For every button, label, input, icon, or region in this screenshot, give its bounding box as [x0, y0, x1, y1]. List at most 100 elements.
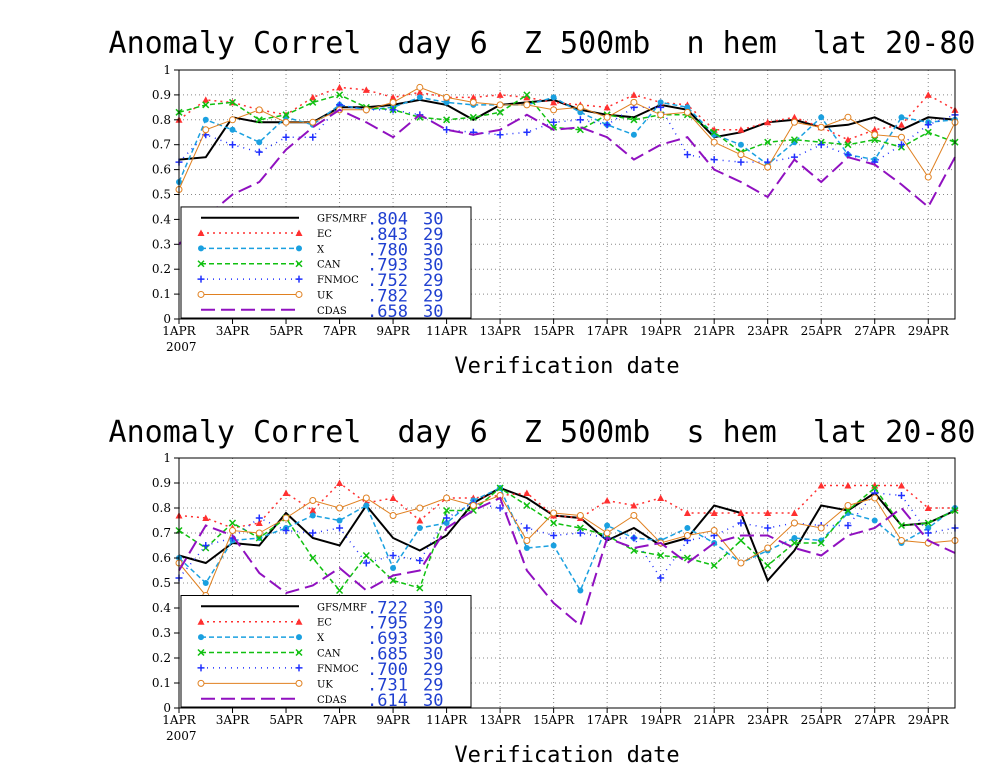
series-cdas — [178, 496, 956, 628]
y-tick-label: 0.2 — [152, 651, 171, 665]
data-point — [844, 141, 852, 149]
data-point — [282, 527, 290, 534]
x-tick-label: 13APR — [480, 713, 522, 727]
legend-mean: .685 — [367, 645, 408, 665]
legend-entry: X .693 30 — [198, 629, 443, 649]
y-tick-label: 0.2 — [152, 262, 171, 276]
legend-label: UK — [317, 290, 333, 301]
x-tick-label: 1APR — [162, 324, 196, 338]
gridlines — [179, 70, 955, 319]
legend-entry: CAN .685 30 — [197, 645, 443, 665]
data-point — [924, 519, 932, 527]
data-point — [924, 173, 932, 181]
legend-label: X — [317, 244, 325, 255]
legend-entry: X .780 30 — [198, 240, 443, 260]
data-point — [924, 504, 932, 511]
data-point — [657, 574, 665, 582]
data-point — [844, 113, 852, 121]
data-point — [897, 492, 905, 499]
y-tick-label: 0.5 — [152, 188, 171, 202]
data-point — [576, 103, 584, 111]
x-tick-label: 9APR — [376, 324, 410, 338]
y-tick-label: 0 — [163, 701, 171, 715]
data-point — [523, 524, 531, 532]
data-point — [630, 131, 637, 138]
data-point — [684, 525, 691, 531]
data-point — [657, 103, 665, 111]
series-uk — [175, 83, 959, 194]
y-tick-label: 1 — [163, 63, 171, 77]
data-point — [198, 245, 204, 252]
data-point — [362, 551, 370, 560]
data-point — [389, 552, 397, 559]
legend-box — [180, 206, 472, 319]
data-point — [576, 116, 584, 124]
data-point — [737, 519, 745, 527]
data-point — [295, 679, 303, 687]
data-point — [295, 290, 303, 298]
series-x — [176, 94, 958, 186]
data-point — [523, 101, 531, 109]
data-point — [198, 634, 204, 641]
legend-count: 29 — [423, 614, 443, 634]
data-point — [603, 529, 611, 537]
y-tick-label: 0 — [163, 312, 171, 326]
legend-entry: FNMOC .752 29 — [197, 271, 443, 291]
series-line — [178, 494, 956, 597]
data-point — [389, 93, 397, 101]
legend-label: EC — [317, 618, 332, 629]
data-point — [336, 83, 344, 91]
data-point — [202, 116, 209, 123]
data-point — [844, 482, 852, 489]
data-point — [603, 103, 611, 111]
x-axis-ticks: 1APR 3APR 5APR 7APR 9APR 11APR 13APR 15APR 17APR… — [162, 708, 950, 727]
legend-mean: .658 — [367, 302, 408, 322]
x-tick-label: 23APR — [747, 324, 789, 338]
data-point — [416, 83, 424, 91]
data-point — [416, 94, 423, 101]
data-point — [336, 91, 344, 99]
data-point — [309, 98, 317, 106]
data-point — [202, 96, 210, 103]
data-point — [228, 98, 237, 106]
y-tick-label: 0.3 — [152, 237, 171, 251]
data-point — [871, 494, 879, 502]
year-label: 2007 — [166, 340, 197, 354]
data-point — [416, 525, 423, 531]
data-point — [282, 118, 290, 126]
data-point — [197, 290, 205, 298]
data-point — [603, 121, 611, 129]
data-point — [416, 557, 424, 564]
data-point — [282, 489, 290, 496]
x-axis-label: Verification date — [454, 743, 679, 768]
data-point — [443, 520, 450, 526]
x-tick-label: 19APR — [640, 324, 682, 338]
data-point — [295, 275, 303, 283]
data-point — [389, 494, 397, 501]
x-tick-label: 7APR — [323, 324, 357, 338]
data-point — [197, 260, 205, 268]
data-point — [790, 118, 798, 126]
data-point — [897, 482, 905, 489]
data-point — [282, 133, 290, 141]
data-point — [416, 504, 424, 512]
data-point — [925, 525, 932, 531]
series-lines — [175, 83, 959, 245]
data-point — [295, 260, 303, 268]
legend-label: CDAS — [317, 695, 347, 706]
x-tick-label: 17APR — [587, 713, 629, 727]
data-point — [255, 148, 263, 156]
legend-label: UK — [317, 679, 333, 690]
legend-entry: GFS/MRF .804 30 — [201, 210, 443, 230]
legend-label: CAN — [317, 260, 341, 271]
legend-label: CDAS — [317, 306, 347, 317]
data-point — [390, 565, 397, 571]
data-point — [336, 517, 343, 524]
data-point — [817, 141, 825, 149]
legend-count: 30 — [423, 302, 443, 322]
data-point — [255, 514, 263, 522]
data-point — [577, 587, 584, 594]
data-point — [550, 532, 558, 539]
data-point — [871, 484, 879, 492]
